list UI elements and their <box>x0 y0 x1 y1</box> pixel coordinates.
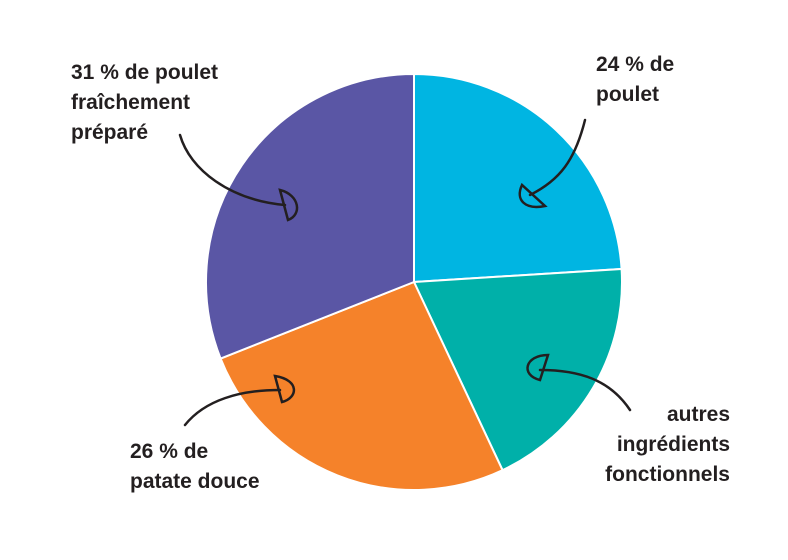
arrow-head <box>518 182 548 209</box>
arrows <box>178 118 632 427</box>
arrow-head <box>526 353 550 382</box>
arrow <box>538 368 632 412</box>
arrow <box>528 118 587 197</box>
pie-slice <box>205 72 415 360</box>
arrow-head <box>273 374 296 404</box>
arrow <box>183 388 282 427</box>
pie-slice <box>412 267 623 472</box>
pie-slice <box>413 72 623 284</box>
slice-label: 31 % de poulet fraîchement préparé <box>71 61 219 144</box>
arrow <box>178 133 287 207</box>
slice-label: 24 % de poulet <box>596 53 675 106</box>
pie <box>205 72 623 491</box>
slice-label: 26 % de patate douce <box>130 440 260 493</box>
arrow-head <box>278 188 299 222</box>
slice-label: autres ingrédients fonctionnels <box>605 403 730 486</box>
